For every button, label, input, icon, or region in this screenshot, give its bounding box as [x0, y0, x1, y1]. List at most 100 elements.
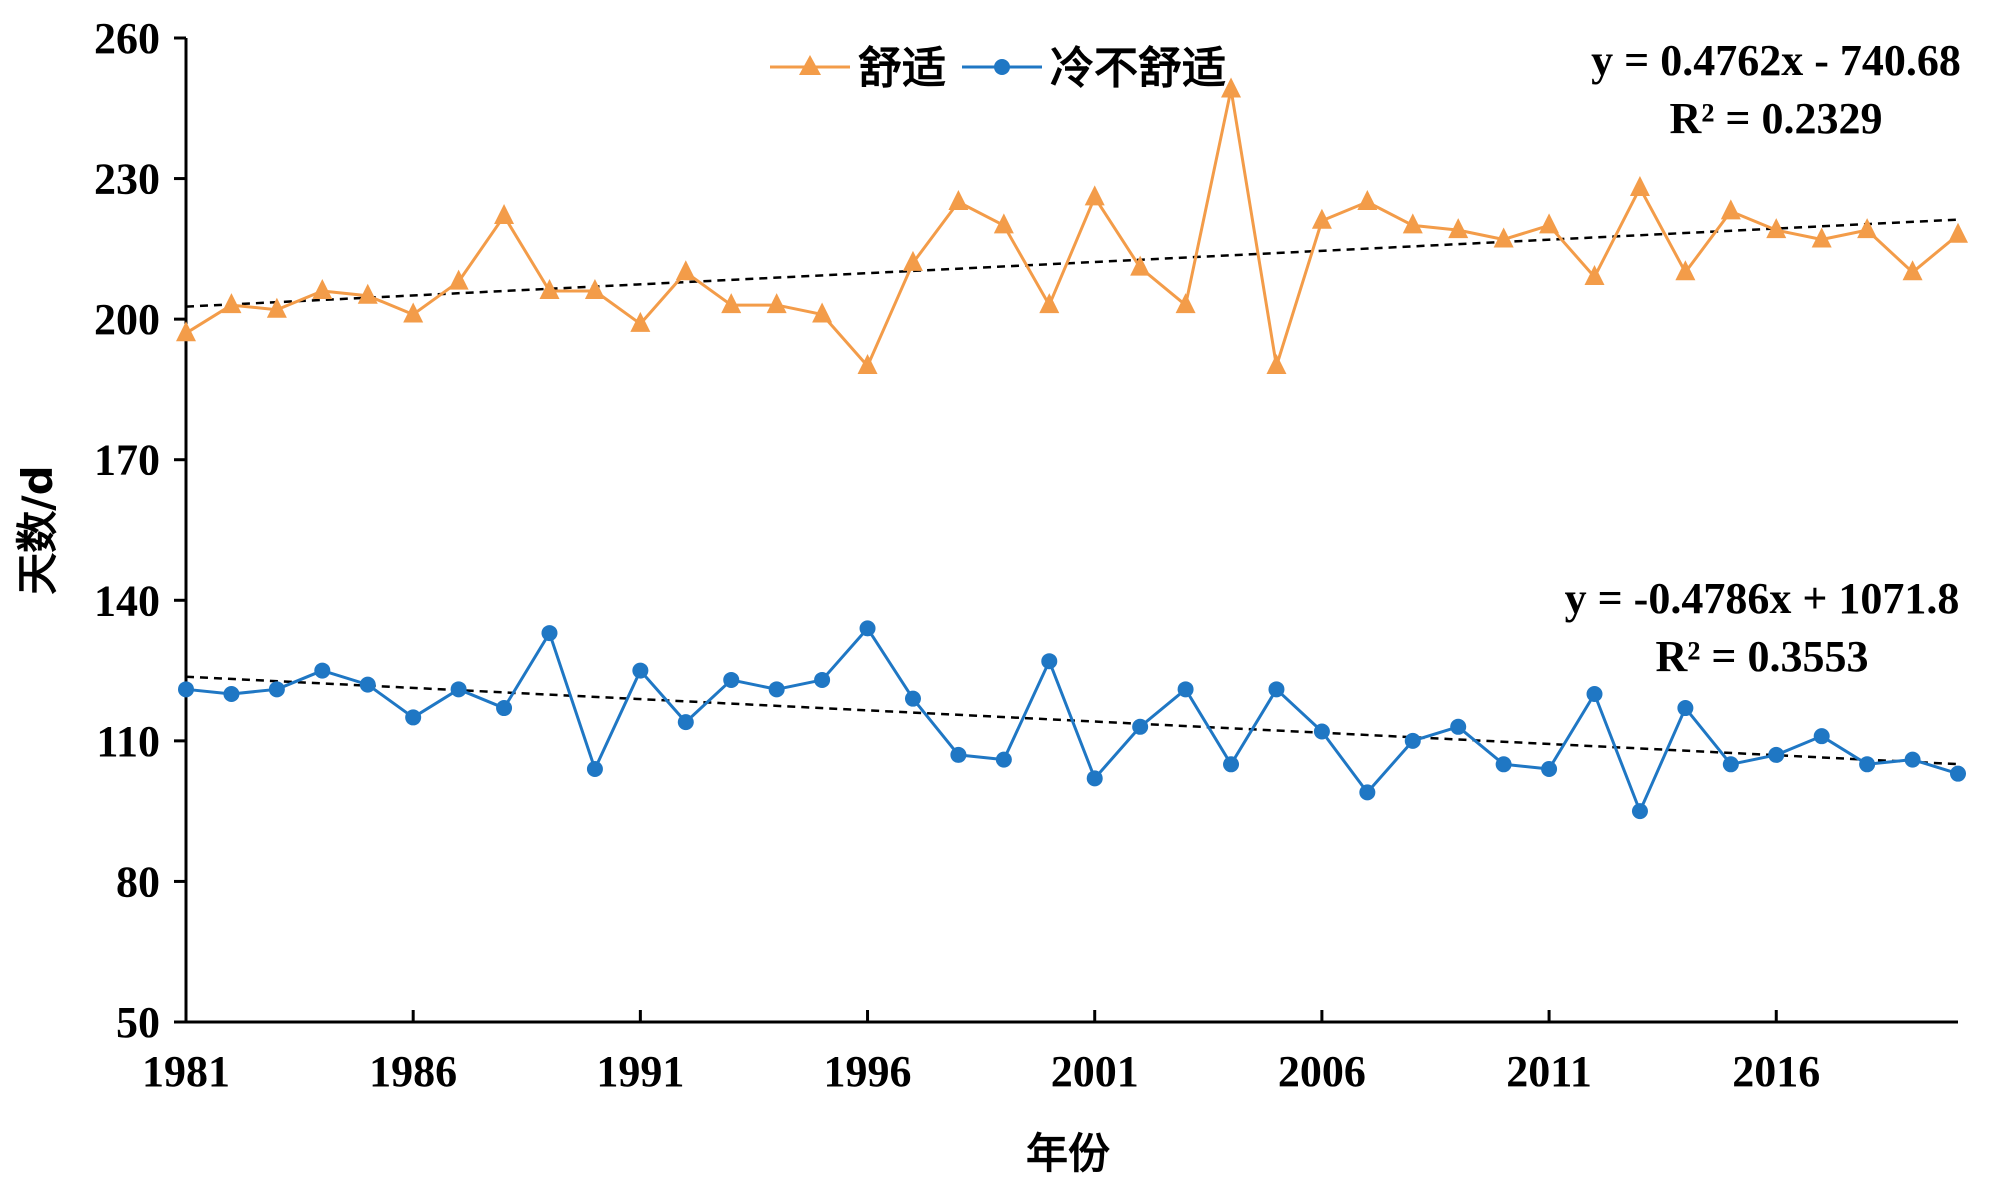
y-tick-label: 230 [94, 155, 160, 204]
data-point-cold-uncomfortable [1541, 760, 1558, 777]
data-point-comfortable [1448, 218, 1469, 239]
data-point-comfortable [902, 250, 923, 271]
data-point-comfortable [266, 297, 287, 318]
x-tick-label: 2016 [1732, 1047, 1820, 1096]
data-point-comfortable [1720, 199, 1741, 220]
data-point-cold-uncomfortable [405, 709, 422, 726]
data-point-cold-uncomfortable [1768, 746, 1785, 763]
legend-entry-comfortable: 舒适 [770, 43, 946, 94]
data-point-cold-uncomfortable [1404, 732, 1421, 749]
series-lines [185, 88, 1959, 813]
data-point-cold-uncomfortable [314, 662, 331, 679]
x-axis-title: 年份 [1026, 1129, 1110, 1178]
data-point-comfortable [494, 204, 515, 225]
data-point-cold-uncomfortable [768, 681, 785, 698]
data-point-comfortable [1539, 213, 1560, 234]
data-point-cold-uncomfortable [1950, 765, 1966, 782]
legend-marker-circle-icon [994, 59, 1010, 75]
data-point-comfortable [176, 321, 196, 342]
data-point-comfortable [948, 190, 969, 210]
y-axis-title: 天数/d [13, 465, 62, 594]
y-tick-label: 80 [116, 857, 160, 906]
data-point-comfortable [721, 293, 742, 314]
data-point-cold-uncomfortable [904, 690, 921, 707]
data-point-cold-uncomfortable [950, 746, 967, 763]
data-point-cold-uncomfortable [1677, 700, 1694, 717]
y-ticks: 50 80 110 140 170 200 230 260 [94, 14, 186, 1047]
y-tick-label: 260 [94, 14, 160, 63]
data-point-cold-uncomfortable [1223, 756, 1240, 773]
x-tick-label: 2001 [1051, 1047, 1139, 1096]
trend-equation-cold-uncomfortable: y = -0.4786x + 1071.8 [1565, 574, 1960, 623]
data-point-comfortable [812, 302, 833, 323]
data-point-cold-uncomfortable [178, 681, 194, 698]
trend-r2-cold-uncomfortable: R² = 0.3553 [1655, 632, 1868, 681]
data-point-cold-uncomfortable [1041, 653, 1058, 670]
data-point-comfortable [357, 283, 378, 304]
data-point-comfortable [1084, 185, 1105, 206]
series-line-cold-uncomfortable [185, 626, 1959, 813]
data-point-cold-uncomfortable [632, 662, 649, 679]
y-tick-label: 170 [94, 436, 160, 485]
series-line-comfortable [185, 88, 1959, 368]
data-point-comfortable [1493, 227, 1514, 248]
data-point-cold-uncomfortable [1813, 728, 1830, 745]
x-tick-label: 1996 [824, 1047, 912, 1096]
y-tick-label: 200 [94, 295, 160, 344]
data-point-comfortable [1130, 255, 1151, 276]
y-tick-label: 140 [94, 576, 160, 625]
data-point-comfortable [1675, 260, 1696, 281]
data-point-comfortable [403, 302, 424, 323]
data-point-comfortable [221, 293, 242, 314]
data-point-comfortable [1584, 264, 1605, 285]
data-point-cold-uncomfortable [359, 676, 376, 693]
data-point-comfortable [1857, 218, 1878, 239]
data-point-comfortable [1039, 293, 1060, 314]
data-point-comfortable [766, 293, 787, 314]
legend-label-comfortable: 舒适 [858, 43, 946, 94]
x-tick-label: 2006 [1278, 1047, 1366, 1096]
x-tick-label: 2011 [1506, 1047, 1592, 1096]
y-tick-label: 50 [116, 998, 160, 1047]
data-point-cold-uncomfortable [995, 751, 1012, 768]
x-ticks: 1981 1986 1991 1996 2001 2006 2011 2016 [142, 1010, 1820, 1096]
data-point-cold-uncomfortable [814, 671, 831, 688]
data-point-comfortable [1266, 354, 1287, 374]
data-point-comfortable [1629, 175, 1650, 196]
x-tick-label: 1991 [596, 1047, 684, 1096]
data-point-comfortable [584, 279, 605, 300]
data-point-cold-uncomfortable [723, 671, 740, 688]
data-point-cold-uncomfortable [1631, 803, 1648, 820]
data-point-cold-uncomfortable [1086, 770, 1103, 787]
data-point-cold-uncomfortable [1904, 751, 1921, 768]
data-point-cold-uncomfortable [1313, 723, 1330, 740]
series-markers [176, 77, 1968, 820]
data-point-comfortable [1357, 190, 1378, 210]
data-point-comfortable [1766, 218, 1787, 239]
data-point-cold-uncomfortable [1132, 718, 1149, 735]
data-point-cold-uncomfortable [450, 681, 467, 698]
data-point-cold-uncomfortable [268, 681, 285, 698]
data-point-comfortable [312, 279, 333, 300]
data-point-cold-uncomfortable [1859, 756, 1876, 773]
data-point-comfortable [1811, 227, 1832, 248]
trendline-comfortable [185, 218, 1959, 308]
data-point-cold-uncomfortable [586, 760, 603, 777]
data-point-cold-uncomfortable [541, 625, 558, 642]
data-point-cold-uncomfortable [1450, 718, 1467, 735]
data-point-cold-uncomfortable [1359, 784, 1376, 801]
axes [184, 38, 1958, 1024]
data-point-cold-uncomfortable [1586, 686, 1603, 702]
data-point-cold-uncomfortable [677, 714, 694, 731]
data-point-cold-uncomfortable [496, 700, 513, 717]
data-point-cold-uncomfortable [223, 686, 240, 702]
trend-equations: y = 0.4762x - 740.68 R² = 0.2329 y = -0.… [1565, 36, 1961, 681]
data-point-comfortable [539, 279, 560, 300]
data-point-comfortable [1902, 260, 1923, 281]
data-point-comfortable [1402, 213, 1423, 234]
legend-marker-triangle-icon [799, 55, 821, 75]
legend: 舒适 冷不舒适 [770, 43, 1226, 94]
y-tick-label: 110 [96, 717, 160, 766]
legend-entry-cold-uncomfortable: 冷不舒适 [962, 43, 1226, 94]
